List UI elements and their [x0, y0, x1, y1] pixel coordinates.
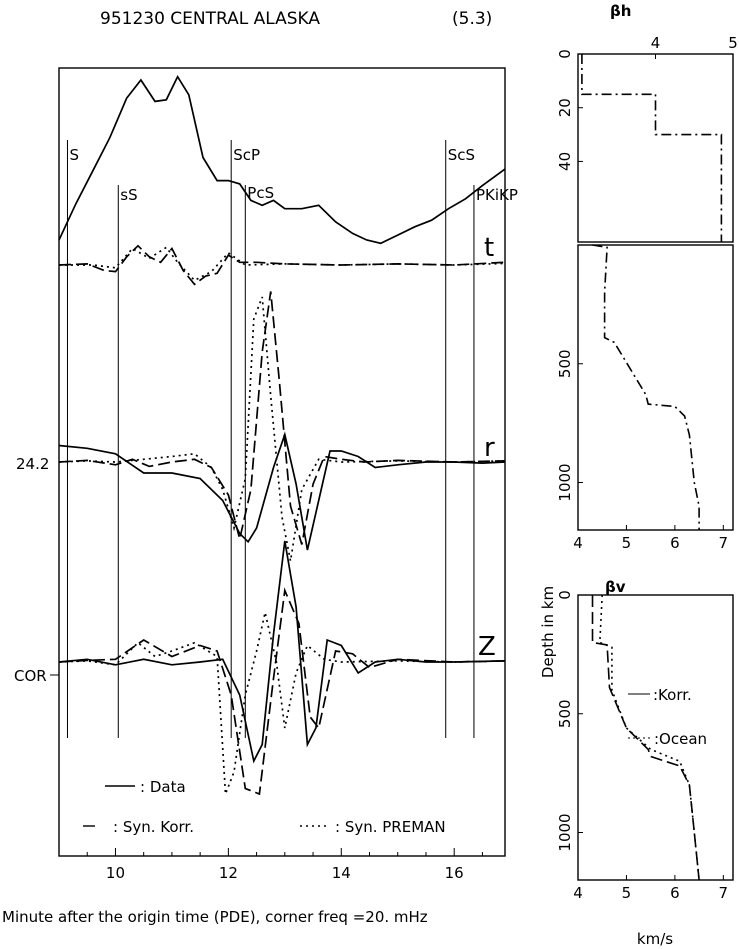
- correlation-curve: [58, 74, 506, 245]
- x-tick-label: 5: [622, 534, 632, 552]
- panel-title: βh: [610, 2, 631, 20]
- y-tick-label: 500: [556, 699, 574, 728]
- trace-Z-dashed: [58, 587, 506, 796]
- phase-label-PcS: PcS: [247, 184, 274, 202]
- y-tick-label: 0: [556, 49, 574, 59]
- y-tick-label: 40: [556, 152, 574, 171]
- component-labels: t r Z: [478, 233, 496, 662]
- figure-title: 951230 CENTRAL ALASKA: [100, 9, 320, 29]
- x-tick-label: 6: [670, 884, 680, 902]
- component-label-r: r: [484, 433, 495, 463]
- x-axis-label: Minute after the origin time (PDE), corn…: [2, 908, 428, 926]
- phase-label-ScS: ScS: [448, 146, 475, 164]
- legend: : Data : Syn. Korr. : Syn. PREMAN: [83, 778, 446, 836]
- phase-lines: [66, 140, 475, 738]
- y-tick-label: 1000: [556, 813, 574, 851]
- annotation-ocean: :Ocean: [654, 730, 707, 748]
- amplitude-label: 24.2: [16, 455, 49, 473]
- phase-labels: SsS ScP PcS ScS PKiKP: [69, 146, 517, 204]
- trace-t-dashed: [58, 244, 506, 286]
- trace-Z-dotted: [58, 612, 506, 795]
- phase-label-sS: sS: [120, 186, 137, 204]
- trace-r-dotted: [58, 296, 506, 562]
- beta-h-panel: 4 5 0 20 40 βh: [556, 2, 738, 243]
- trace-t-dotted: [59, 246, 506, 282]
- profile-line-dashdot: [592, 244, 700, 530]
- legend-label-dotted: : Syn. PREMAN: [335, 818, 446, 836]
- legend-label-solid: : Data: [140, 778, 186, 796]
- time-tick-label: 14: [332, 864, 351, 882]
- panel-frame: [577, 594, 734, 881]
- correlation-line: [58, 74, 506, 245]
- profile-line-dashed: [591, 595, 700, 881]
- x-tick-label: 5: [728, 34, 738, 52]
- panel-frame: [577, 244, 734, 531]
- profile-line-dashdot: [581, 54, 723, 242]
- seismogram-traces: [58, 244, 506, 796]
- x-tick-label: 7: [719, 534, 729, 552]
- trace-Z-solid: [58, 540, 506, 764]
- time-tick-label: 10: [106, 864, 125, 882]
- x-tick-label: 7: [719, 884, 729, 902]
- annotation-korr: :Korr.: [653, 686, 692, 704]
- phase-label-ScP: ScP: [233, 146, 260, 164]
- phase-label-S: S: [69, 146, 79, 164]
- beta-v-panel: 4 5 6 7 0 500 1000 βv :Korr. :Ocean km/s: [556, 578, 734, 948]
- x-tick-label: 5: [622, 884, 632, 902]
- component-label-Z: Z: [478, 632, 496, 662]
- x-tick-label: 4: [651, 34, 661, 52]
- cor-label: COR: [14, 667, 47, 685]
- depth-axis-label: Depth in km: [539, 586, 557, 678]
- legend-label-dashed: : Syn. Korr.: [113, 818, 194, 836]
- y-tick-label: 1000: [556, 463, 574, 501]
- x-tick-label: 6: [670, 534, 680, 552]
- beta-h-deep-panel: 4 5 6 7 500 1000: [556, 244, 734, 552]
- component-label-t: t: [484, 233, 494, 263]
- phase-label-PKiKP: PKiKP: [476, 186, 518, 204]
- x-tick-label: 4: [573, 534, 583, 552]
- trace-r-dashed: [58, 291, 506, 545]
- time-tick-label: 12: [219, 864, 238, 882]
- x-tick-label: 4: [573, 884, 583, 902]
- velocity-axis-label: km/s: [637, 930, 673, 948]
- panel-frame: [577, 53, 734, 243]
- trace-r-solid: [58, 431, 506, 551]
- y-tick-label: 500: [556, 349, 574, 378]
- magnitude-label: (5.3): [452, 9, 492, 29]
- profile-line-dotted: [598, 594, 700, 881]
- y-tick-label: 0: [556, 590, 574, 600]
- panel-title: βv: [605, 578, 626, 596]
- time-tick-label: 16: [445, 864, 464, 882]
- y-tick-label: 20: [556, 98, 574, 117]
- time-axis-ticks: 10 12 14 16: [86, 848, 483, 882]
